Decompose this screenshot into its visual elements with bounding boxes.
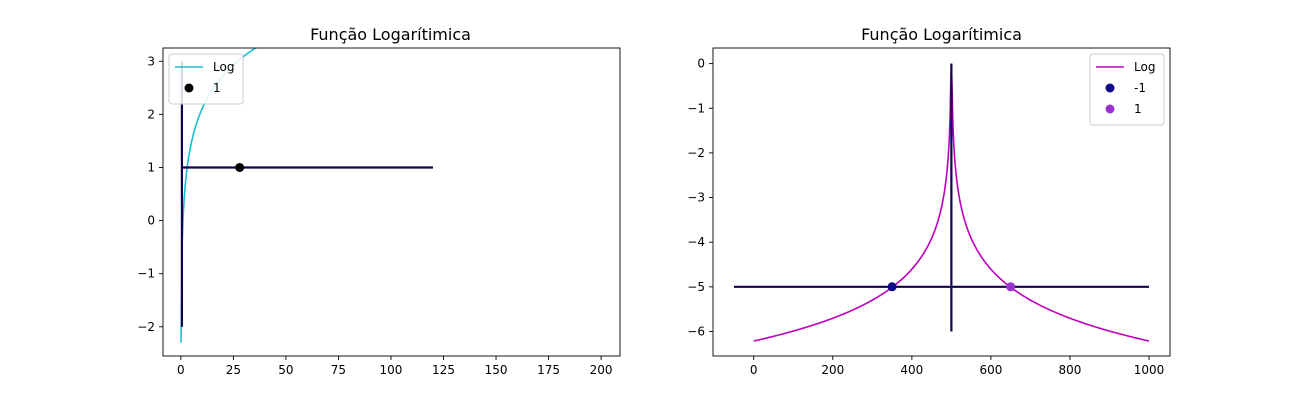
left-plot-area: 0 25 50 75 100 125 150 175 200 −2 −1 0 1 2 3 Log 1 [137, 47, 621, 377]
right-x-tick-label: 400 [900, 363, 923, 377]
right-x-tick-label: 0 [750, 363, 758, 377]
right-x-tick-label: 1000 [1134, 363, 1165, 377]
right-point-0 [887, 282, 897, 292]
right-y-tick-label: −5 [687, 280, 705, 294]
left-y-tick-label: −1 [137, 267, 155, 281]
right-y-tick-label: −6 [687, 324, 705, 338]
left-axes-frame [162, 47, 621, 357]
right-legend-marker-swatch [1105, 104, 1115, 114]
right-y-tick-label: −3 [687, 191, 705, 205]
left-x-tick-label: 75 [331, 363, 346, 377]
left-point-0 [235, 162, 245, 172]
left-x-tick-label: 175 [537, 363, 560, 377]
right-y-tick-label: −1 [687, 101, 705, 115]
left-series-line-log [180, 48, 257, 343]
left-y-tick-label: 1 [147, 160, 155, 174]
left-x-tick-label: 100 [380, 363, 403, 377]
right-legend-marker-swatch [1105, 83, 1115, 93]
left-chart-title: Função Logarítimica [310, 25, 471, 44]
left-subplot: Função Logarítimica 0 25 50 75 100 125 150 175 2… [137, 25, 621, 377]
right-plot-inner [733, 63, 1150, 342]
left-y-tick-label: 0 [147, 214, 155, 228]
left-y-tick-label: 2 [147, 107, 155, 121]
right-y-tick-label: −4 [687, 235, 705, 249]
right-plot-area: 0 200 400 600 800 1000 0 −1 −2 −3 −4 −5 −6 Log -1 1 [687, 47, 1171, 377]
left-x-tick-label: 0 [177, 363, 185, 377]
right-x-tick-label: 200 [821, 363, 844, 377]
right-series-line-log [753, 63, 1150, 342]
right-y-tick-label: −2 [687, 146, 705, 160]
right-legend-label: Log [1134, 60, 1155, 74]
left-y-tick-label: −2 [137, 320, 155, 334]
left-plot-inner [180, 48, 433, 343]
right-legend: Log -1 1 [1089, 53, 1165, 126]
right-legend-label: 1 [1134, 102, 1142, 116]
left-legend-label: Log [213, 60, 234, 74]
left-legend: Log 1 [168, 53, 244, 105]
right-x-tick-label: 800 [1059, 363, 1082, 377]
right-x-tick-label: 600 [979, 363, 1002, 377]
left-legend-label: 1 [213, 81, 221, 95]
right-axes-frame [712, 47, 1171, 357]
right-point-1 [1006, 282, 1016, 292]
left-x-tick-label: 50 [278, 363, 293, 377]
right-y-tick-label: 0 [697, 57, 705, 71]
right-chart-title: Função Logarítimica [861, 25, 1022, 44]
left-x-tick-label: 25 [226, 363, 241, 377]
left-x-tick-label: 150 [485, 363, 508, 377]
left-x-tick-label: 125 [432, 363, 455, 377]
left-legend-marker-swatch [184, 83, 194, 93]
left-x-tick-label: 200 [590, 363, 613, 377]
right-subplot: Função Logarítimica 0 200 400 600 800 1000 0 −1… [687, 25, 1171, 377]
left-y-tick-label: 3 [147, 54, 155, 68]
right-legend-label: -1 [1134, 81, 1146, 95]
